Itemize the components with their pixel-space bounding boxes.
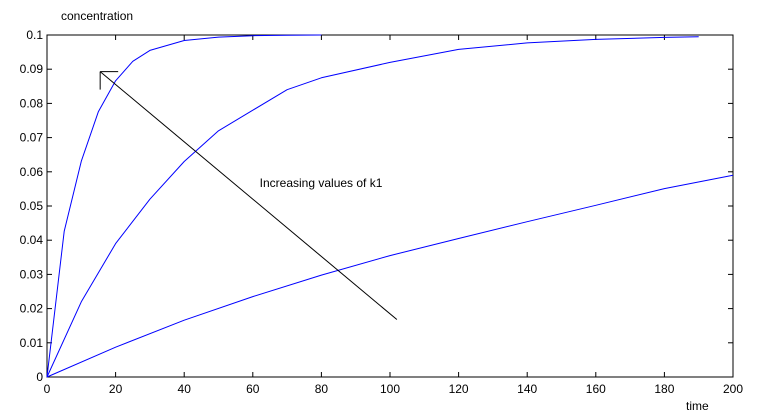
annotation-label: Increasing values of k1 xyxy=(260,176,383,190)
x-tick-label: 180 xyxy=(654,382,674,396)
annotation-arrow-shaft xyxy=(99,71,398,320)
x-tick-label: 100 xyxy=(380,382,400,396)
y-axis-ticks: 0 0.01 0.02 0.03 0.04 0.05 0.06 0.07 0.08 0.09 0.1 xyxy=(20,28,733,384)
series-line-2 xyxy=(46,36,699,378)
x-tick-label: 200 xyxy=(723,382,743,396)
y-tick-label: 0.04 xyxy=(20,233,44,247)
y-tick-label: 0.1 xyxy=(26,28,43,42)
y-tick-label: 0.07 xyxy=(20,131,44,145)
x-tick-label: 40 xyxy=(178,382,192,396)
x-tick-label: 120 xyxy=(449,382,469,396)
y-tick-label: 0.08 xyxy=(20,96,44,110)
x-tick-label: 80 xyxy=(315,382,329,396)
x-axis-label: time xyxy=(686,399,709,413)
x-tick-label: 140 xyxy=(517,382,537,396)
y-tick-label: 0.03 xyxy=(20,267,44,281)
x-tick-label: 60 xyxy=(246,382,260,396)
x-axis-ticks: 0 20 40 60 80 100 120 140 160 180 200 xyxy=(44,35,743,396)
y-tick-label: 0.09 xyxy=(20,62,44,76)
annotation-layer: Increasing values of k1 xyxy=(99,71,398,320)
y-axis-label: concentration xyxy=(61,9,133,23)
x-tick-label: 20 xyxy=(109,382,123,396)
plot-area xyxy=(46,34,734,378)
x-tick-label: 0 xyxy=(44,382,51,396)
x-tick-label: 160 xyxy=(586,382,606,396)
y-tick-label: 0.05 xyxy=(20,199,44,213)
y-tick-label: 0.02 xyxy=(20,302,44,316)
series-layer xyxy=(46,34,734,378)
y-tick-label: 0 xyxy=(36,370,43,384)
series-line-1 xyxy=(46,34,322,378)
series-line-3 xyxy=(46,174,734,378)
y-tick-label: 0.01 xyxy=(20,336,44,350)
y-tick-label: 0.06 xyxy=(20,165,44,179)
